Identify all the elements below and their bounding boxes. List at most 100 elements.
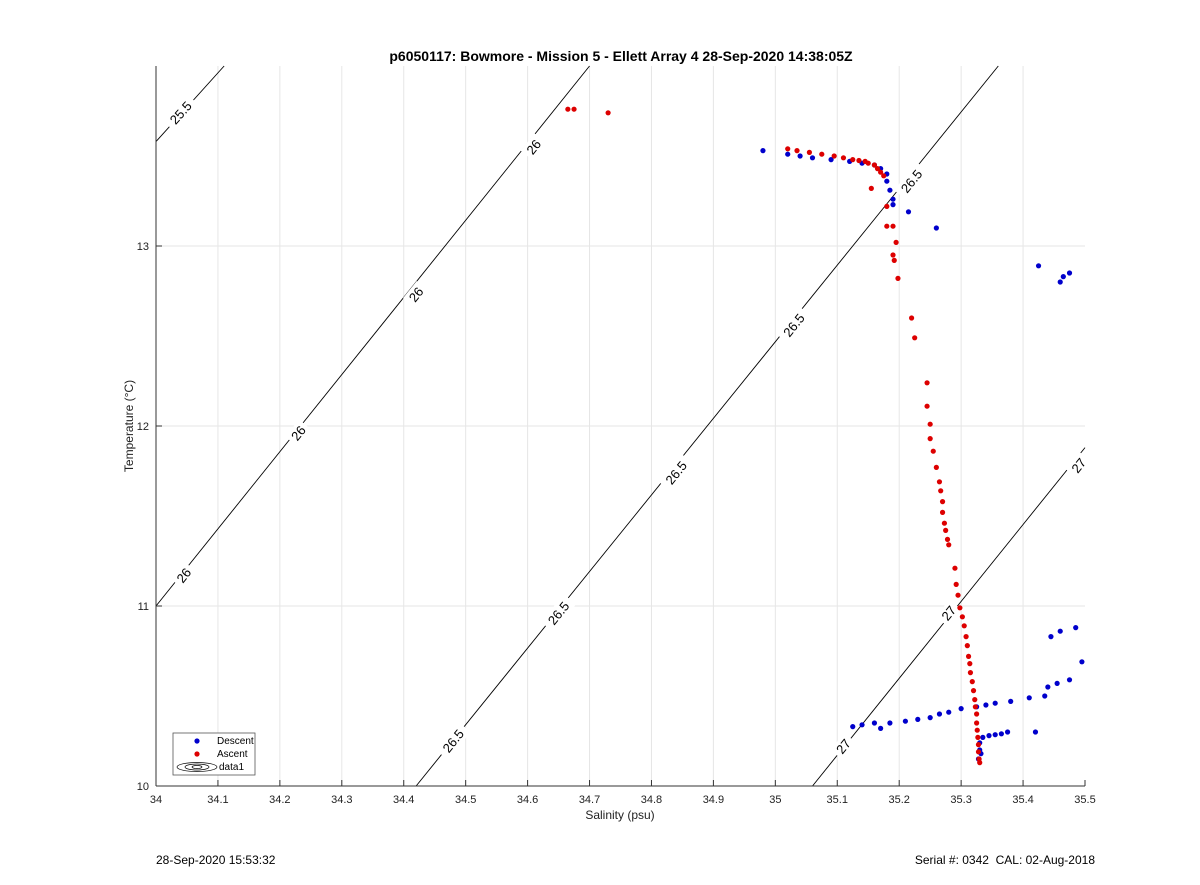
descent-point [983, 702, 989, 708]
x-tick-label: 35.4 [1012, 794, 1033, 806]
descent-point [1026, 695, 1032, 701]
descent-point [890, 202, 896, 208]
x-tick-label: 34.2 [269, 794, 290, 806]
ascent-point [865, 160, 871, 166]
contour-label-bg [776, 306, 812, 345]
descent-point [933, 225, 939, 231]
descent-point [1054, 680, 1060, 687]
contour-label-bg [894, 162, 930, 201]
ascent-point [975, 749, 982, 755]
legend: Descent Ascent data1 [172, 732, 256, 776]
contour-label-bg [520, 133, 547, 161]
ascent-point [970, 688, 977, 694]
descent-point [1057, 628, 1063, 634]
ascent-point [974, 727, 980, 733]
descent-point [878, 725, 884, 732]
ascent-point [939, 499, 946, 505]
ascent-point [963, 634, 969, 640]
x-tick-label: 34.4 [393, 794, 414, 806]
descent-point [902, 718, 908, 724]
y-axis-label: Temperature (°C) [122, 380, 136, 472]
ascent-point [943, 527, 949, 534]
ascent-point [972, 697, 978, 703]
ascent-point [884, 203, 890, 209]
descent-point [887, 720, 893, 726]
ascent-point [831, 153, 837, 159]
x-tick-label: 34 [150, 794, 162, 806]
descent-point [936, 711, 943, 717]
ascent-point [974, 711, 980, 717]
descent-point [1057, 279, 1063, 285]
ascent-point [927, 421, 933, 427]
data-points [565, 106, 1085, 766]
ascent-point [944, 536, 951, 543]
descent-point [1035, 263, 1042, 269]
ascent-point [961, 623, 967, 629]
ascent-point [924, 380, 930, 386]
ascent-point [941, 520, 948, 526]
x-tick-label: 34.5 [455, 794, 476, 806]
x-tick-label: 34.8 [641, 794, 662, 806]
ascent-point [946, 542, 952, 548]
ascent-point [955, 592, 961, 598]
y-tick-label: 12 [137, 421, 149, 433]
descent-point [915, 716, 921, 723]
y-tick-label: 13 [137, 241, 149, 253]
descent-point [809, 155, 816, 161]
contour-label-bg [830, 732, 857, 760]
ascent-point [975, 742, 982, 748]
ascent-point [571, 106, 577, 112]
contour-label-bg [285, 419, 312, 447]
ascent-point [975, 734, 981, 741]
ascent-point [874, 166, 881, 172]
x-tick-label: 34.6 [517, 794, 538, 806]
descent-point [871, 720, 878, 726]
descent-point [1042, 693, 1048, 699]
descent-point [958, 706, 964, 712]
ascent-point [850, 157, 856, 163]
legend-descent-marker [194, 738, 200, 744]
descent-point [1032, 729, 1039, 735]
grid-lines [156, 66, 1085, 786]
descent-point [890, 196, 896, 202]
descent-point [1066, 270, 1073, 276]
descent-point [992, 700, 998, 706]
descent-point [797, 153, 803, 159]
x-tick-label: 35 [769, 794, 781, 806]
y-tick-label: 10 [137, 781, 149, 793]
descent-point [980, 734, 986, 741]
ascent-point [884, 223, 890, 229]
contour-label-bg [541, 594, 577, 633]
ascent-point [964, 643, 970, 649]
footer-serial-cal: Serial #: 0342 CAL: 02-Aug-2018 [914, 853, 1095, 867]
density-contour-line [155, 65, 590, 607]
ascent-point [967, 661, 973, 667]
descent-point [785, 151, 791, 157]
ascent-point [939, 509, 946, 515]
x-tick-label: 35.1 [827, 794, 848, 806]
legend-ascent-label: Ascent [217, 749, 248, 760]
ascent-point [785, 146, 791, 152]
contour-label-bg [402, 281, 430, 309]
ascent-point [895, 275, 901, 281]
chart-title: p6050117: Bowmore - Mission 5 - Ellett A… [389, 48, 853, 64]
ascent-point [893, 239, 899, 245]
descent-point [1073, 625, 1079, 631]
legend-data1-label: data1 [219, 762, 244, 773]
ascent-point [878, 169, 884, 175]
x-tick-label: 34.7 [579, 794, 600, 806]
contour-label-bg [435, 721, 471, 761]
x-tick-label: 34.3 [331, 794, 352, 806]
contour-label-bg [935, 599, 962, 627]
ascent-point [868, 185, 874, 191]
descent-point [992, 732, 998, 738]
ascent-point [890, 223, 896, 229]
ascent-point [605, 110, 611, 116]
footer-timestamp: 28-Sep-2020 15:53:32 [156, 853, 276, 867]
ascent-point [977, 760, 983, 766]
descent-point [946, 709, 952, 715]
contour-label-bg [162, 94, 199, 132]
descent-point [905, 209, 912, 215]
ascent-point [974, 720, 980, 726]
